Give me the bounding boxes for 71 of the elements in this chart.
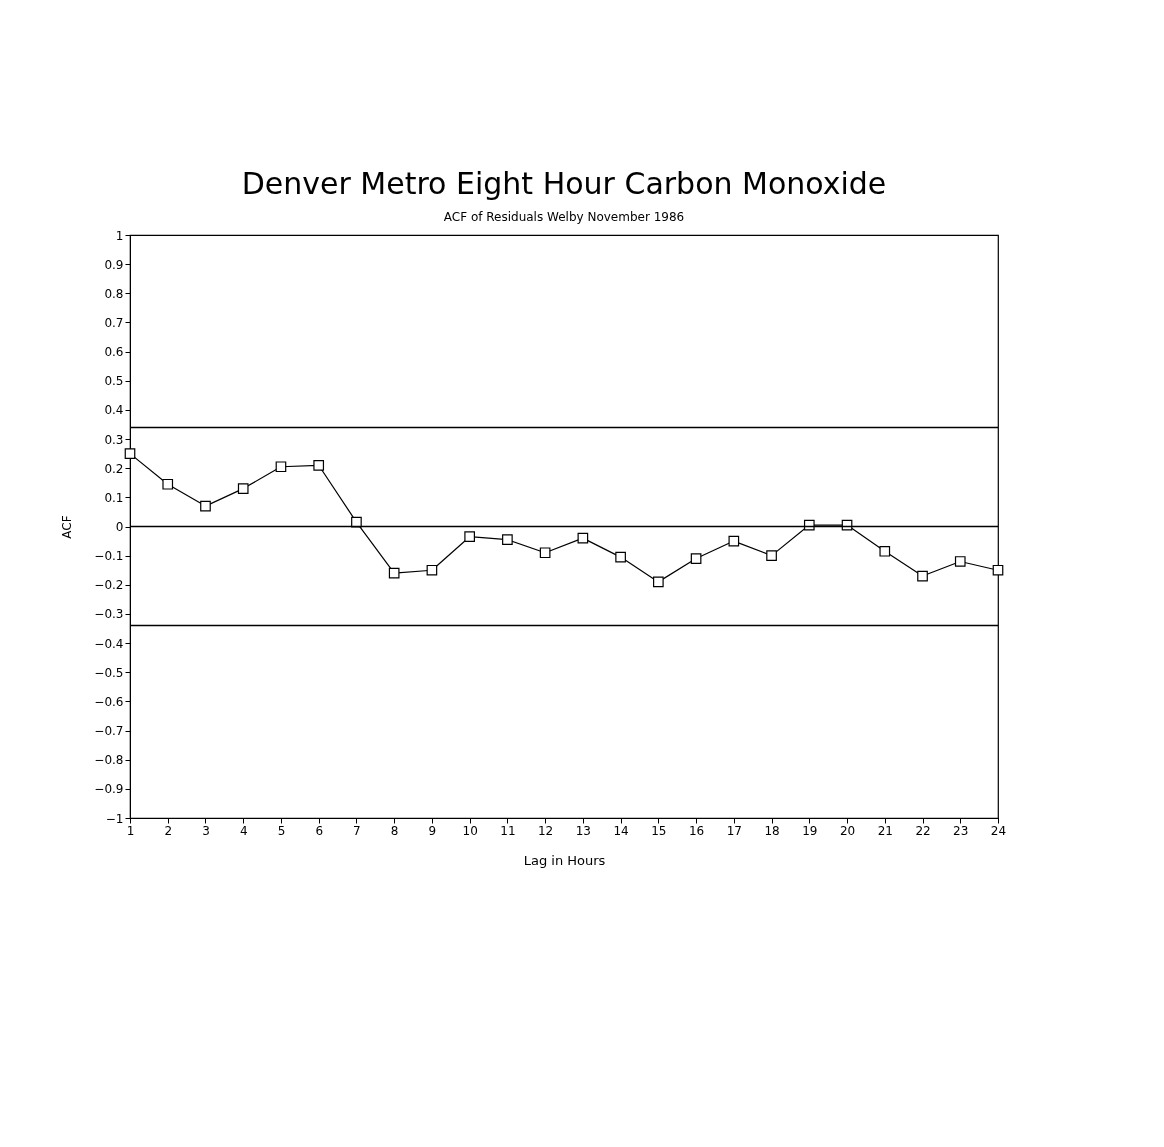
x-tick-label: 22 bbox=[915, 823, 931, 838]
x-tick-label: 11 bbox=[500, 823, 516, 838]
x-tick-label: 16 bbox=[688, 823, 705, 838]
point bbox=[690, 553, 702, 564]
x-tick-label: 23 bbox=[953, 823, 969, 838]
x-tick-label: 17 bbox=[726, 823, 742, 838]
y-tick-label: −0.2 bbox=[94, 578, 124, 593]
point bbox=[653, 576, 664, 588]
x-tick-label: 7 bbox=[353, 823, 361, 838]
x-tick-label: 3 bbox=[202, 823, 210, 838]
point bbox=[200, 500, 211, 512]
y-tick-label: −0.1 bbox=[94, 549, 124, 564]
y-tick-label: 0.2 bbox=[104, 461, 124, 476]
x-tick-label: 13 bbox=[575, 823, 592, 838]
x-tick-label: 2 bbox=[164, 823, 173, 838]
x-tick-label: 20 bbox=[839, 823, 856, 838]
point bbox=[388, 567, 400, 579]
y-tick-label: 0.5 bbox=[104, 374, 124, 389]
y-tick-label: 0.1 bbox=[104, 490, 124, 505]
point bbox=[992, 564, 1004, 576]
x-tick-label: 12 bbox=[537, 823, 554, 838]
y-tick-label: 0.6 bbox=[104, 345, 124, 360]
point bbox=[464, 531, 475, 543]
x-tick-label: 4 bbox=[239, 823, 248, 838]
y-tick-label: −0.8 bbox=[94, 753, 124, 768]
point bbox=[728, 535, 740, 547]
x-tick-label: 14 bbox=[613, 823, 629, 838]
y-tick-label: −0.7 bbox=[94, 724, 124, 739]
x-tick-label: 19 bbox=[802, 823, 818, 838]
point bbox=[954, 556, 966, 567]
y-tick-label: −0.5 bbox=[94, 665, 124, 680]
point bbox=[879, 545, 891, 557]
y-tick-label: −0.3 bbox=[94, 607, 124, 622]
x-tick-label: 10 bbox=[462, 823, 478, 838]
x-tick-label: 1 bbox=[126, 823, 135, 838]
y-tick-label: 0.8 bbox=[104, 286, 124, 301]
chart-subtitle: ACF of Residuals Welby November 1986 bbox=[443, 210, 685, 224]
point bbox=[313, 459, 325, 471]
point bbox=[124, 448, 136, 459]
point bbox=[615, 551, 626, 563]
x-tick-label: 5 bbox=[277, 823, 286, 838]
x-tick-label: 21 bbox=[877, 823, 893, 838]
x-axis-title: Lag in Hours bbox=[523, 852, 606, 868]
y-tick-label: 0.3 bbox=[104, 432, 124, 447]
y-tick-label: −0.6 bbox=[94, 694, 124, 709]
y-tick-label: 1 bbox=[115, 228, 124, 243]
x-tick-label: 9 bbox=[428, 823, 437, 838]
point bbox=[766, 550, 777, 561]
y-tick-label: 0.4 bbox=[104, 403, 124, 418]
chart-title: Denver Metro Eight Hour Carbon Monoxide bbox=[241, 166, 887, 201]
y-axis-title: ACF bbox=[60, 515, 75, 539]
y-tick-label: −1 bbox=[105, 811, 124, 826]
x-tick-label: 24 bbox=[990, 823, 1007, 838]
point bbox=[539, 547, 551, 559]
point bbox=[502, 534, 513, 545]
y-tick-label: −0.4 bbox=[94, 636, 124, 651]
point bbox=[237, 483, 249, 494]
y-tick-label: −0.9 bbox=[94, 782, 124, 797]
x-tick-label: 6 bbox=[315, 823, 324, 838]
x-tick-label: 18 bbox=[764, 823, 780, 838]
point bbox=[917, 570, 928, 582]
point bbox=[275, 461, 287, 473]
y-tick-label: 0.7 bbox=[104, 315, 124, 330]
y-tick-label: 0 bbox=[115, 520, 124, 534]
y-tick-label: 0.9 bbox=[104, 257, 124, 272]
x-tick-label: 8 bbox=[390, 823, 399, 838]
point bbox=[577, 532, 589, 544]
point bbox=[351, 516, 362, 528]
point bbox=[162, 478, 174, 490]
x-tick-label: 15 bbox=[651, 823, 667, 838]
point bbox=[426, 564, 438, 576]
